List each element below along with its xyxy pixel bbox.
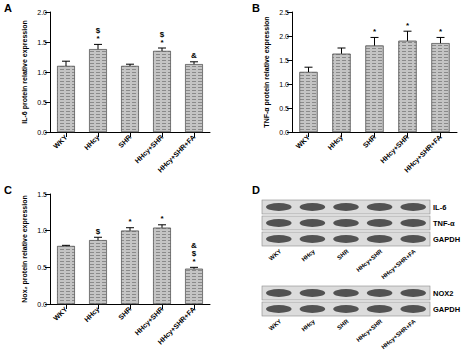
svg-text:C: C	[4, 184, 12, 196]
svg-text:SHR: SHR	[117, 306, 132, 321]
svg-text:0.0: 0.0	[37, 301, 47, 308]
svg-text:$: $	[96, 227, 101, 236]
svg-text:IL-6 protein relative expressi: IL-6 protein relative expression	[21, 20, 29, 123]
svg-text:2.0: 2.0	[37, 9, 47, 16]
svg-text:HHcy: HHcy	[300, 318, 316, 333]
svg-text:HHcy+SHR: HHcy+SHR	[379, 134, 411, 166]
svg-text:WKY: WKY	[268, 248, 283, 262]
svg-text:HHcy+SHR: HHcy+SHR	[134, 134, 166, 166]
svg-text:HHcy: HHcy	[83, 305, 101, 323]
svg-text:*: *	[439, 27, 443, 36]
svg-text:*: *	[192, 257, 196, 266]
svg-text:SHR: SHR	[336, 318, 350, 331]
svg-text:0.0: 0.0	[279, 129, 289, 136]
svg-text:1.0: 1.0	[37, 69, 47, 76]
svg-text:HHcy+SHR+FA: HHcy+SHR+FA	[403, 134, 444, 175]
svg-text:1.5: 1.5	[279, 57, 289, 64]
svg-text:*: *	[128, 217, 132, 226]
svg-text:D: D	[252, 184, 260, 196]
svg-text:*: *	[96, 34, 100, 43]
svg-text:IL-6: IL-6	[433, 203, 446, 212]
svg-text:HHcy+SHR+FA: HHcy+SHR+FA	[380, 318, 417, 350]
svg-text:0.5: 0.5	[279, 105, 289, 112]
svg-text:*: *	[160, 214, 164, 223]
svg-text:B: B	[252, 2, 260, 14]
svg-text:1.5: 1.5	[37, 39, 47, 46]
svg-text:TNF-α protein relative express: TNF-α protein relative expression	[263, 16, 271, 127]
svg-text:HHcy: HHcy	[326, 133, 344, 151]
svg-text:NOX2: NOX2	[433, 289, 453, 298]
svg-text:WKY: WKY	[268, 318, 283, 332]
svg-text:SHR: SHR	[117, 134, 132, 149]
svg-text:HHcy+SHR: HHcy+SHR	[134, 306, 166, 338]
svg-text:HHcy: HHcy	[83, 133, 101, 151]
svg-text:HHcy+SHR: HHcy+SHR	[355, 248, 384, 273]
svg-text:WKY: WKY	[295, 133, 312, 150]
svg-text:&: &	[191, 51, 197, 60]
svg-text:SHR: SHR	[362, 134, 377, 149]
svg-text:A: A	[4, 2, 12, 14]
svg-text:WKY: WKY	[52, 133, 69, 150]
svg-text:1.5: 1.5	[37, 191, 47, 198]
svg-text:0.0: 0.0	[37, 129, 47, 136]
svg-text:WKY: WKY	[52, 305, 69, 322]
svg-text:Nox₂ protein relative expressi: Nox₂ protein relative expression	[21, 195, 29, 302]
svg-text:GAPDH: GAPDH	[433, 235, 460, 244]
svg-text:2.5: 2.5	[279, 9, 289, 16]
svg-text:SHR: SHR	[336, 248, 350, 261]
svg-text:*: *	[160, 38, 164, 47]
svg-text:TNF-α: TNF-α	[433, 219, 455, 228]
svg-text:1.0: 1.0	[279, 81, 289, 88]
svg-text:0.5: 0.5	[37, 264, 47, 271]
svg-text:1.0: 1.0	[37, 227, 47, 234]
svg-text:0.5: 0.5	[37, 99, 47, 106]
svg-text:HHcy+SHR+FA: HHcy+SHR+FA	[156, 134, 197, 175]
svg-text:HHcy+SHR+FA: HHcy+SHR+FA	[156, 306, 197, 347]
svg-text:2.0: 2.0	[279, 33, 289, 40]
svg-text:GAPDH: GAPDH	[433, 305, 460, 314]
svg-text:HHcy: HHcy	[300, 248, 316, 263]
svg-text:HHcy+SHR+FA: HHcy+SHR+FA	[380, 248, 417, 280]
svg-text:*: *	[373, 27, 377, 36]
svg-text:*: *	[406, 21, 410, 30]
svg-text:HHcy+SHR: HHcy+SHR	[355, 318, 384, 343]
